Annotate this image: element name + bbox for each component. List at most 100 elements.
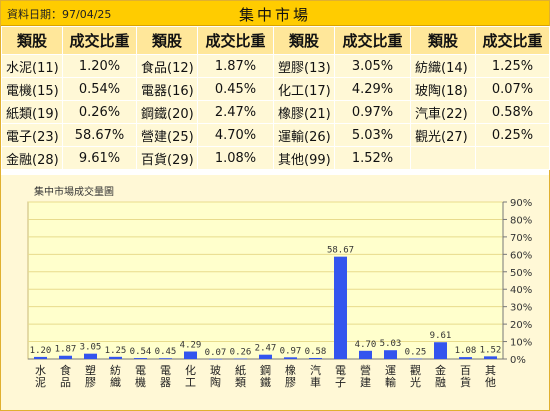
bar <box>484 356 497 359</box>
x-tick-label: 電 <box>160 364 171 377</box>
bar-value-label: 9.61 <box>430 331 452 341</box>
bar-value-label: 3.05 <box>80 343 102 353</box>
bar-value-label: 0.97 <box>280 346 302 356</box>
x-tick-label: 玻 <box>210 364 221 377</box>
bar <box>34 356 47 359</box>
sector-name: 塑膠(13) <box>273 54 335 78</box>
sector-share: 58.67% <box>62 123 137 147</box>
header-sector-2: 類股 <box>136 26 198 55</box>
x-tick-label: 泥 <box>35 376 46 389</box>
x-tick-label: 膠 <box>85 376 96 389</box>
date-label: 資料日期： <box>7 8 62 21</box>
sector-name: 紡織(14) <box>410 54 476 78</box>
x-tick-label: 觀 <box>410 364 421 377</box>
sector-name: 電器(16) <box>136 77 198 101</box>
table-header-row: 類股 成交比重 類股 成交比重 類股 成交比重 類股 成交比重 <box>1 26 550 55</box>
table-row: 金融(28) 9.61% 百貨(29) 1.08% 其他(99) 1.52% <box>1 146 550 170</box>
x-tick-label: 工 <box>185 376 196 389</box>
bar <box>384 350 397 359</box>
header-share-3: 成交比重 <box>334 26 411 55</box>
y-tick-label: 60% <box>510 250 532 261</box>
x-tick-label: 光 <box>410 375 421 389</box>
bar-value-label: 0.54 <box>130 347 152 357</box>
x-tick-label: 水 <box>35 364 46 377</box>
data-date: 資料日期：97/04/25 <box>7 6 111 22</box>
sector-share: 9.61% <box>62 146 137 170</box>
market-title: 集中市場 <box>238 6 311 24</box>
x-tick-label: 織 <box>110 376 121 389</box>
bar <box>59 355 72 359</box>
x-tick-label: 貨 <box>460 375 471 389</box>
sector-share: 0.25% <box>475 123 550 147</box>
bar-value-label: 0.45 <box>155 347 177 357</box>
sector-name: 食品(12) <box>136 54 198 78</box>
bar-value-label: 1.52 <box>480 345 502 355</box>
bar-value-label: 0.07 <box>205 348 227 358</box>
x-tick-label: 品 <box>60 376 71 389</box>
sector-share: 4.70% <box>197 123 274 147</box>
bar-value-label: 5.03 <box>380 339 402 349</box>
sector-name: 電機(15) <box>1 77 63 101</box>
bar-value-label: 0.58 <box>305 347 327 357</box>
bar-value-label: 1.87 <box>55 345 77 355</box>
sector-share: 2.47% <box>197 100 274 124</box>
bar <box>434 342 447 359</box>
bar <box>84 353 97 359</box>
x-tick-label: 運 <box>385 364 396 377</box>
sector-share: 0.26% <box>62 100 137 124</box>
x-tick-label: 橡 <box>285 364 296 377</box>
x-tick-label: 食 <box>60 363 71 377</box>
header-sector-4: 類股 <box>410 26 476 55</box>
bar <box>109 356 122 359</box>
sector-name: 汽車(22) <box>410 100 476 124</box>
bar-value-label: 4.29 <box>180 341 202 351</box>
sector-share: 0.97% <box>334 100 411 124</box>
sector-share <box>475 146 550 170</box>
sector-name <box>410 146 476 170</box>
bar <box>234 358 247 360</box>
sector-name: 金融(28) <box>1 146 63 170</box>
x-tick-label: 紡 <box>110 363 121 377</box>
bar <box>209 358 222 360</box>
bar <box>134 358 147 359</box>
x-tick-label: 子 <box>335 376 346 389</box>
sector-share-table: 類股 成交比重 類股 成交比重 類股 成交比重 類股 成交比重 水泥(11) 1… <box>1 26 550 170</box>
sector-name: 紙類(19) <box>1 100 63 124</box>
x-tick-label: 陶 <box>210 375 221 389</box>
bar-value-label: 1.08 <box>455 346 477 356</box>
bar <box>184 351 197 359</box>
bar <box>359 350 372 359</box>
sector-name: 橡膠(21) <box>273 100 335 124</box>
x-tick-label: 電 <box>135 364 146 377</box>
date-value: 97/04/25 <box>62 8 112 21</box>
x-tick-label: 車 <box>310 375 321 389</box>
y-tick-label: 80% <box>510 215 532 226</box>
x-tick-label: 金 <box>435 363 446 377</box>
y-tick-label: 40% <box>510 285 532 296</box>
sector-share: 1.08% <box>197 146 274 170</box>
sector-name: 觀光(27) <box>410 123 476 147</box>
y-tick-label: 10% <box>510 338 532 349</box>
sector-share: 5.03% <box>334 123 411 147</box>
header-share-1: 成交比重 <box>62 26 137 55</box>
chart-title: 集中市場成交量圖 <box>34 187 114 198</box>
bar-value-label: 58.67 <box>327 246 354 256</box>
bar-value-label: 4.70 <box>355 340 377 350</box>
bar-value-label: 0.25 <box>405 348 427 358</box>
x-tick-label: 電 <box>335 364 346 377</box>
bar <box>334 256 347 359</box>
bar <box>159 358 172 359</box>
bar <box>309 357 322 359</box>
table-row: 電子(23) 58.67% 營建(25) 4.70% 運輸(26) 5.03% … <box>1 123 550 147</box>
table-row: 紙類(19) 0.26% 鋼鐵(20) 2.47% 橡膠(21) 0.97% 汽… <box>1 100 550 124</box>
x-tick-label: 融 <box>435 376 446 389</box>
sector-name: 鋼鐵(20) <box>136 100 198 124</box>
x-tick-label: 他 <box>485 376 496 389</box>
sector-name: 玻陶(18) <box>410 77 476 101</box>
title-bar: 資料日期：97/04/25 集中市場 <box>1 1 549 26</box>
y-tick-label: 30% <box>510 303 532 314</box>
x-tick-label: 營 <box>360 364 371 377</box>
y-tick-label: 20% <box>510 320 532 331</box>
sector-share: 1.52% <box>334 146 411 170</box>
